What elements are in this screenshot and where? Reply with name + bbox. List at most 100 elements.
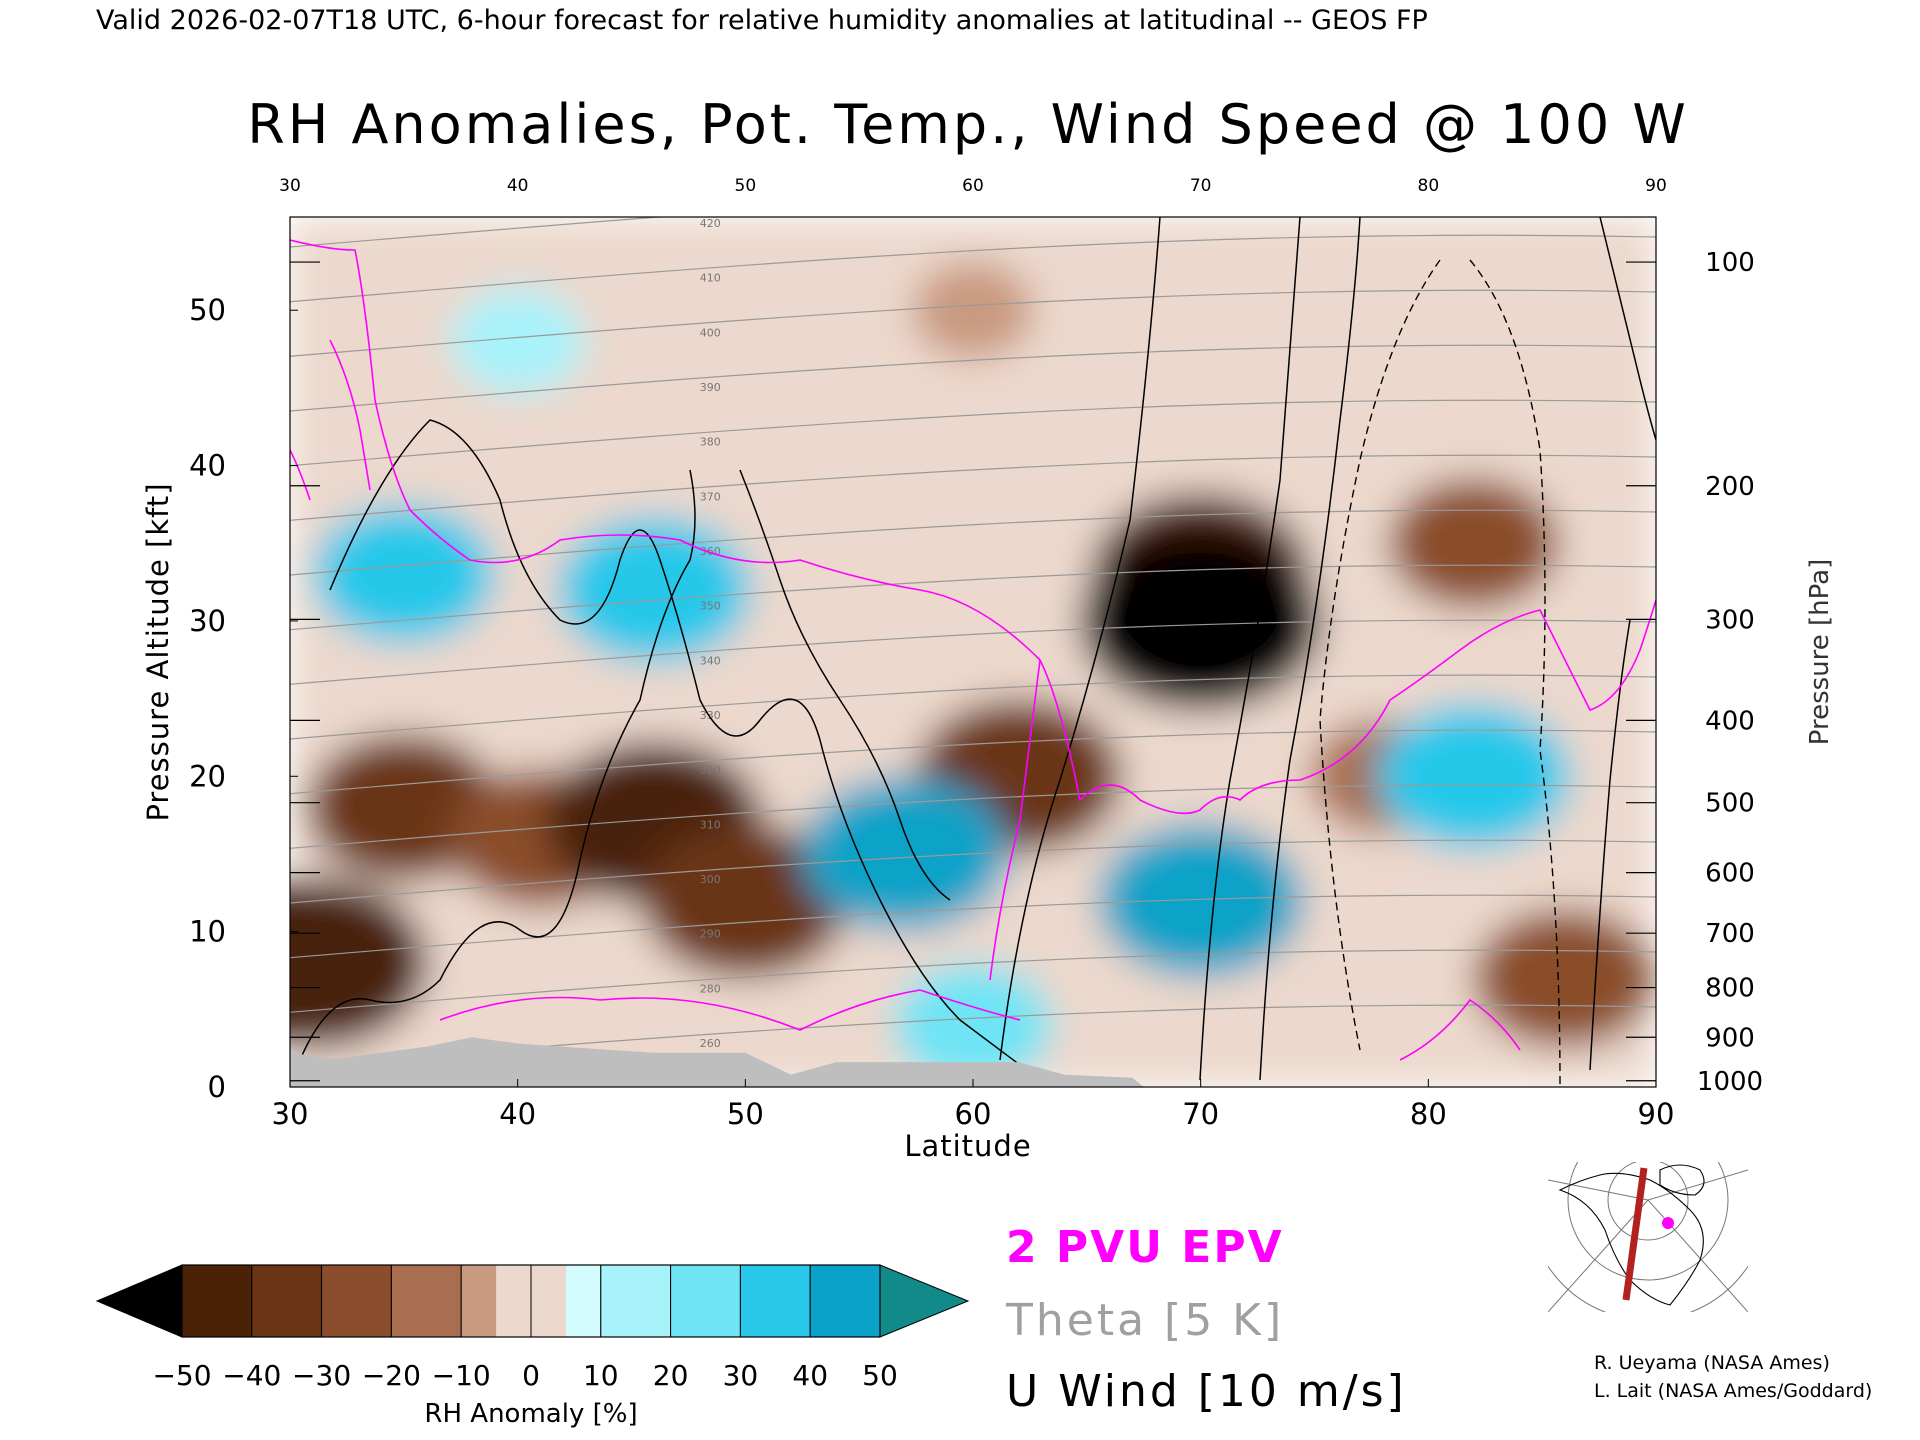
p-tick-label-500: 500 [1705, 789, 1755, 819]
theta-contour-360 [290, 509, 1656, 576]
pv-2pvu-tropopause [290, 239, 1656, 815]
y-tick-label-30: 30 [189, 604, 226, 638]
theta-contour-label-320: 320 [700, 764, 721, 777]
map-cross-section-line [1622, 1167, 1648, 1301]
x-top-tick-label-40: 40 [507, 176, 529, 196]
theta-contour-label-340: 340 [700, 654, 721, 667]
colorbar-tick-label-10: 50 [862, 1359, 898, 1392]
p-tick-label-1000: 1000 [1697, 1067, 1763, 1097]
pv-2pvu-polar [1399, 998, 1521, 1061]
credit-line-1: R. Ueyama (NASA Ames) [1594, 1352, 1830, 1374]
colorbar-tick-label-3: −20 [362, 1359, 421, 1392]
chart-title: RH Anomalies, Pot. Temp., Wind Speed @ 1… [247, 93, 1689, 156]
colorbar-frame [181, 1264, 881, 1338]
u-wind-contours [299, 217, 1656, 1087]
colorbar-tick-label-9: 40 [792, 1359, 828, 1392]
map-meridian-a [1548, 1199, 1649, 1312]
colorbar-swatch-3 [390, 1264, 462, 1338]
wind-contour-30 [999, 217, 1161, 1061]
p-tick-label-200: 200 [1705, 472, 1755, 502]
p-tick-label-900: 900 [1705, 1023, 1755, 1053]
theta-contour-380 [290, 399, 1656, 467]
map-parallel-60 [1567, 1162, 1729, 1281]
legend-pv: 2 PVU EPV [1006, 1222, 1284, 1273]
rh-region-0 [290, 877, 428, 1048]
wind-contour-20 [739, 469, 951, 901]
x-top-tick-label-70: 70 [1190, 176, 1212, 196]
theta-contour-label-420: 420 [700, 217, 721, 230]
pv-contours [290, 239, 1656, 1061]
map-parallel-80 [1607, 1162, 1689, 1241]
theta-contour-370 [290, 454, 1656, 521]
x-tick-label-80: 80 [1410, 1097, 1447, 1131]
theta-contour-310 [290, 784, 1656, 849]
pv-2pvu-fold [989, 659, 1041, 981]
theta-contour-label-310: 310 [700, 818, 721, 831]
colorbar-label: RH Anomaly [%] [424, 1399, 637, 1429]
colorbar-tick-label-0: −50 [152, 1359, 211, 1392]
colorbar-tick-label-1: −40 [222, 1359, 281, 1392]
rh-region-17 [912, 261, 1034, 360]
map-coastline-greenland [1659, 1164, 1705, 1196]
rh-region-7 [1079, 531, 1322, 710]
rh-region-15 [1376, 703, 1571, 850]
colorbar: −50 −40 −30 −20 −10 0 10 20 30 40 50 [95, 1264, 970, 1392]
y-axis-label-left: Pressure Altitude [kft] [141, 482, 175, 821]
colorbar-swatch-6 [600, 1264, 672, 1338]
theta-contour-320 [290, 729, 1656, 795]
theta-contour-330 [290, 674, 1656, 740]
theta-contour-label-370: 370 [700, 490, 721, 503]
theta-contour-390 [290, 344, 1656, 412]
x-top-tick-label-50: 50 [735, 176, 757, 196]
legend-wind: U Wind [10 m/s] [1006, 1366, 1407, 1417]
theta-contour-label-410: 410 [700, 272, 721, 285]
y-tick-label-0: 0 [208, 1070, 226, 1104]
theta-contour-label-290: 290 [700, 928, 721, 941]
y-tick-label-20: 20 [189, 759, 226, 793]
map-meridian-c [1548, 1179, 1649, 1201]
x-tick-label-50: 50 [727, 1097, 764, 1131]
rh-region-8 [1388, 478, 1559, 609]
valid-time-header: Valid 2026-02-07T18 UTC, 6-hour forecast… [96, 5, 1428, 36]
theta-contour-420 [290, 217, 667, 248]
p-tick-label-300: 300 [1705, 605, 1755, 635]
colorbar-swatch-7 [670, 1264, 741, 1338]
pv-2pvu-fragment-b [329, 339, 371, 491]
rh-region-14 [1097, 823, 1304, 978]
theta-contour-350 [290, 564, 1656, 631]
p-tick-label-100: 100 [1705, 248, 1755, 278]
theta-contour-300 [290, 839, 1656, 904]
x-top-tick-label-30: 30 [279, 176, 301, 196]
wind-contour-10d [1599, 217, 1656, 441]
x-tick-label-60: 60 [955, 1097, 992, 1131]
colorbar-tick-label-8: 30 [723, 1359, 759, 1392]
y-tick-label-10: 10 [189, 915, 226, 949]
colorbar-under-arrow [95, 1264, 183, 1338]
pv-2pvu-lower [439, 989, 1021, 1031]
legend-theta: Theta [5 K] [1005, 1295, 1284, 1346]
rh-region-13 [801, 776, 1008, 931]
credit-line-2: L. Lait (NASA Ames/Goddard) [1594, 1380, 1873, 1402]
colorbar-swatch-0 [181, 1264, 253, 1338]
map-coastline-north-america [1558, 1172, 1704, 1306]
p-tick-label-600: 600 [1705, 859, 1755, 889]
p-tick-label-400: 400 [1705, 706, 1755, 736]
theta-contour-label-300: 300 [700, 873, 721, 886]
wind-contour-0 [1259, 217, 1361, 1081]
theta-contour-label-280: 280 [700, 982, 721, 995]
theta-contour-label-360: 360 [700, 545, 721, 558]
x-tick-label-30: 30 [272, 1097, 309, 1131]
p-tick-label-800: 800 [1705, 974, 1755, 1004]
x-tick-label-90: 90 [1638, 1097, 1675, 1131]
rh-region-4 [642, 823, 849, 978]
wind-contour-10e [1589, 619, 1631, 1071]
theta-contour-label-260: 260 [700, 1037, 721, 1050]
theta-contour-label-400: 400 [700, 326, 721, 339]
colorbar-swatch-9 [809, 1264, 881, 1338]
colorbar-tick-label-2: −30 [292, 1359, 351, 1392]
theta-contours: 260 280 290 300 310 320 330 340 350 360 370 380 390 4… [290, 217, 1656, 1068]
y-tick-label-50: 50 [189, 293, 226, 327]
map-location-marker [1662, 1217, 1674, 1229]
